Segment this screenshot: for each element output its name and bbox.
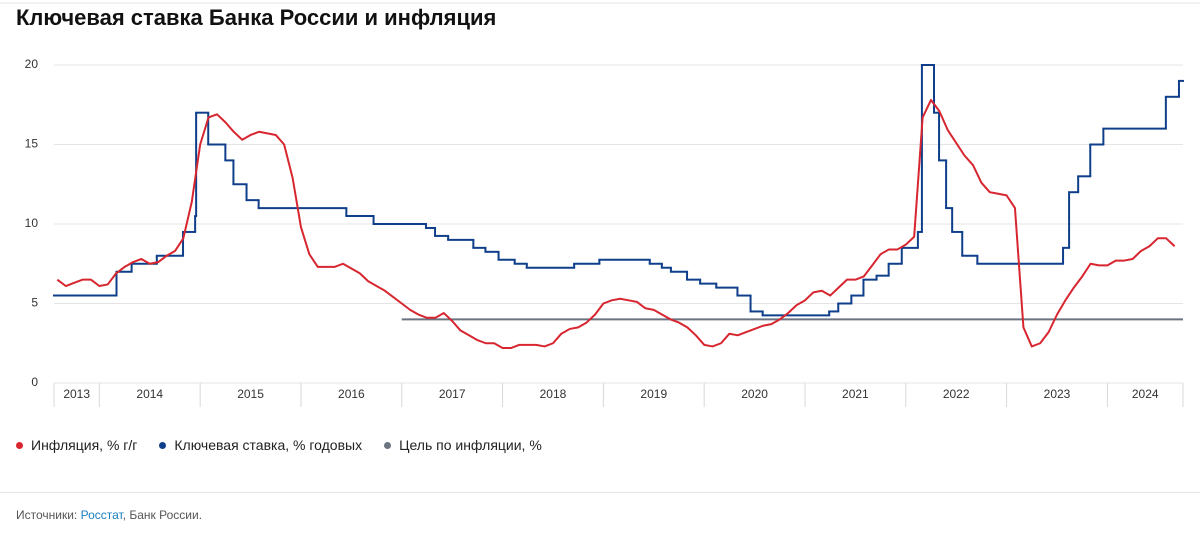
divider [0, 492, 1200, 493]
chart: Ключевая ставка Банка России и инфляция … [0, 2, 1200, 407]
source-prefix: Источники: [16, 508, 81, 522]
x-tick-label: 2014 [136, 387, 163, 401]
y-tick-label: 10 [25, 216, 39, 230]
legend-item[interactable]: Ключевая ставка, % годовых [159, 437, 362, 453]
legend: Инфляция, % г/г Ключевая ставка, % годовы… [16, 437, 542, 453]
source-suffix: , Банк России. [122, 508, 203, 522]
x-tick-label: 2020 [741, 387, 768, 401]
series-line [56, 98, 1176, 350]
y-tick-label: 20 [25, 57, 39, 71]
legend-dot [16, 441, 23, 449]
y-tick-label: 0 [31, 375, 38, 389]
chart-title: Ключевая ставка Банка России и инфляция [16, 5, 496, 30]
x-tick-label: 2018 [540, 387, 567, 401]
y-tick-label: 5 [31, 296, 38, 310]
x-tick-label: 2016 [338, 387, 365, 401]
legend-item[interactable]: Инфляция, % г/г [16, 437, 137, 453]
source-link[interactable]: Росстат [80, 508, 123, 522]
legend-dot [384, 441, 392, 449]
legend-item[interactable]: Цель по инфляции, % [384, 437, 542, 453]
legend-label: Цель по инфляции, % [399, 437, 542, 453]
x-tick-label: 2015 [237, 387, 264, 401]
legend-label: Инфляция, % г/г [31, 437, 138, 453]
x-tick-label: 2022 [943, 387, 970, 401]
x-tick-label: 2013 [63, 387, 90, 401]
source: Источники: Росстат, Банк России. [16, 508, 202, 522]
x-tick-label: 2024 [1132, 387, 1159, 401]
x-tick-label: 2019 [640, 387, 667, 401]
x-tick-label: 2017 [439, 387, 466, 401]
x-tick-label: 2023 [1044, 387, 1071, 401]
y-tick-label: 15 [25, 137, 39, 151]
legend-dot [159, 441, 167, 449]
legend-label: Ключевая ставка, % годовых [174, 437, 363, 453]
x-tick-label: 2021 [842, 387, 869, 401]
